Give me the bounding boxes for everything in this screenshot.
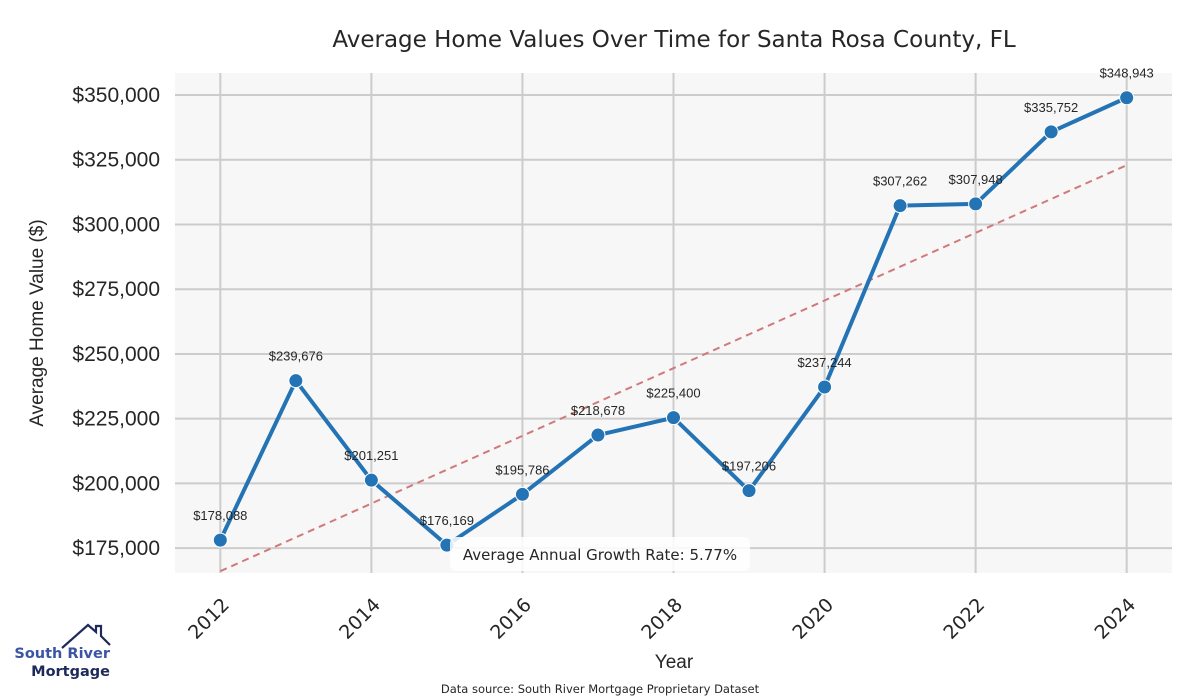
growth-rate-annotation: Average Annual Growth Rate: 5.77% <box>450 537 750 571</box>
data-point <box>968 196 984 212</box>
data-point <box>514 486 530 502</box>
data-label: $239,676 <box>269 349 323 364</box>
y-tick-label: $225,000 <box>72 408 160 431</box>
data-point <box>892 198 908 214</box>
data-label: $348,943 <box>1100 66 1154 81</box>
x-tick-label: 2024 <box>1090 594 1140 644</box>
x-tick-label: 2012 <box>184 594 234 644</box>
data-point <box>1043 124 1059 140</box>
data-label: $307,262 <box>873 174 927 189</box>
logo-line-1: South River <box>14 646 110 662</box>
y-tick-label: $200,000 <box>72 472 160 495</box>
house-roof-icon <box>61 623 111 649</box>
data-label: $201,251 <box>344 448 398 463</box>
data-label: $237,244 <box>797 355 851 370</box>
x-tick-label: 2022 <box>939 594 989 644</box>
y-axis-ticks: $175,000 $200,000 $225,000 $250,000 $275,000… <box>72 84 160 560</box>
y-tick-label: $350,000 <box>72 84 160 107</box>
x-axis-ticks: 2012 2014 2016 2018 2020 2022 2024 <box>184 594 1140 644</box>
data-point <box>741 483 757 499</box>
data-point <box>817 379 833 395</box>
data-label: $218,678 <box>571 403 625 418</box>
y-tick-label: $175,000 <box>72 537 160 560</box>
data-label: $335,752 <box>1024 100 1078 115</box>
x-tick-label: 2014 <box>335 594 385 644</box>
data-label: $178,088 <box>193 508 247 523</box>
y-axis-label: Average Home Value ($) <box>27 219 48 426</box>
annotation-box <box>450 537 750 571</box>
growth-rate-text: Average Annual Growth Rate: 5.77% <box>463 546 737 564</box>
data-point <box>212 532 228 548</box>
data-point <box>1119 90 1135 106</box>
chart-title: Average Home Values Over Time for Santa … <box>332 27 1015 53</box>
logo-line-2: Mortgage <box>31 664 110 680</box>
y-tick-label: $250,000 <box>72 343 160 366</box>
data-point <box>288 373 304 389</box>
data-label: $176,169 <box>420 513 474 528</box>
data-point <box>666 410 681 426</box>
x-tick-label: 2020 <box>788 594 838 644</box>
company-logo: South River Mortgage <box>14 623 111 680</box>
y-tick-label: $300,000 <box>72 213 160 236</box>
y-tick-label: $325,000 <box>72 149 160 172</box>
data-labels: $178,088 $239,676 $201,251 $176,169 $195,786… <box>193 66 1154 528</box>
data-label: $225,400 <box>646 386 700 401</box>
data-point <box>363 472 379 488</box>
y-tick-label: $275,000 <box>72 278 160 301</box>
x-axis-label: Year <box>655 652 694 673</box>
data-label: $197,206 <box>722 459 776 474</box>
data-label: $195,786 <box>495 462 549 477</box>
data-label: $307,948 <box>949 172 1003 187</box>
trend-line <box>219 164 1128 573</box>
x-tick-label: 2016 <box>486 594 536 644</box>
data-point <box>590 427 606 443</box>
data-source-note: Data source: South River Mortgage Propri… <box>441 682 760 696</box>
data-points <box>212 90 1135 553</box>
x-tick-label: 2018 <box>637 594 687 644</box>
